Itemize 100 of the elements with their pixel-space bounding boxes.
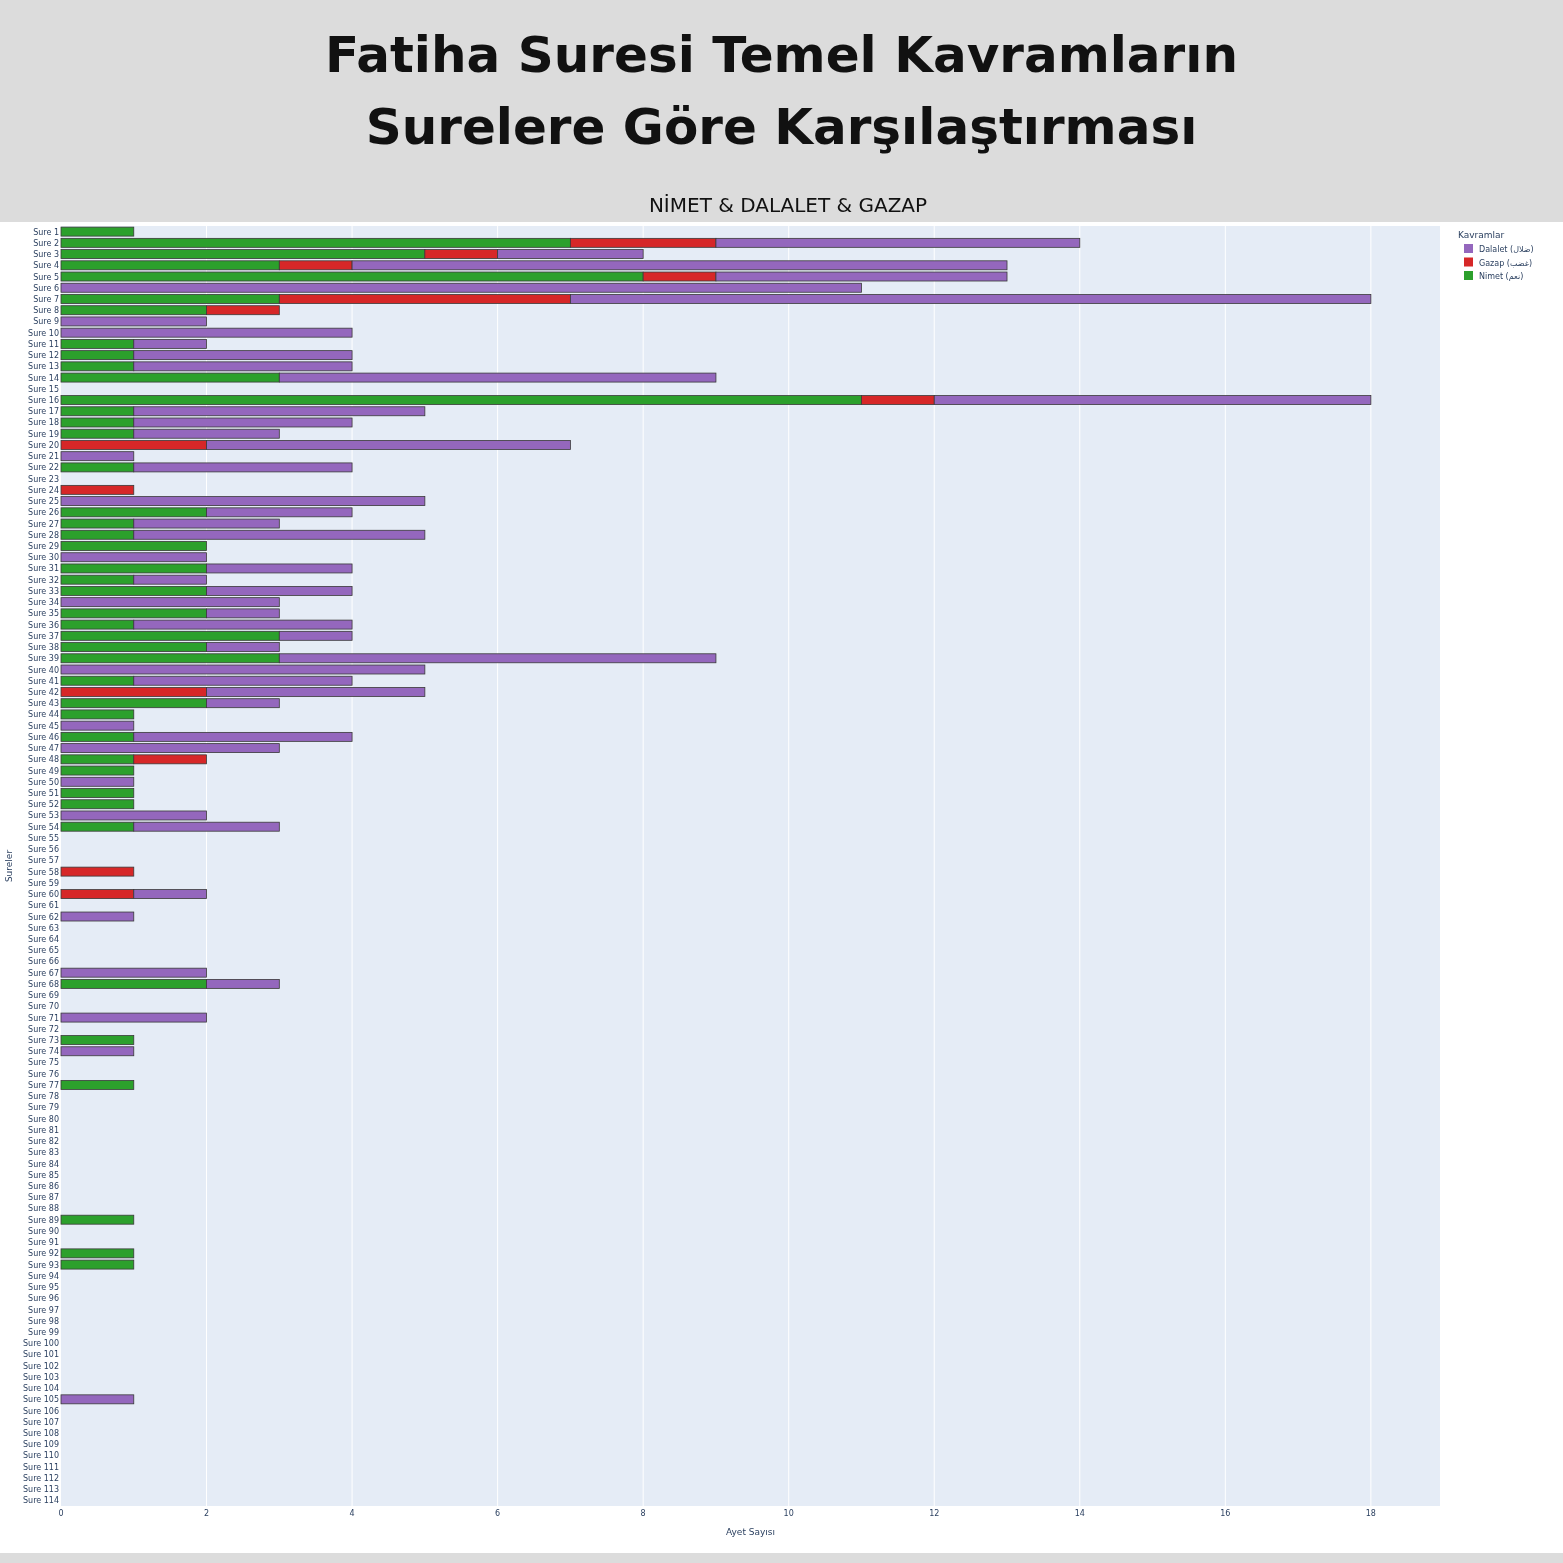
bar [206,698,280,709]
x-tick-label: 0 [58,1509,64,1518]
bar [60,574,135,585]
y-tick-label: Sure 39 [28,654,59,664]
y-tick-label: Sure 24 [28,485,59,495]
y-tick-label: Sure 99 [28,1327,59,1337]
y-tick-label: Sure 29 [28,542,59,551]
x-tick-label: 10 [783,1509,794,1518]
y-tick-label: Sure 21 [28,452,59,462]
y-tick-label: Sure 95 [28,1283,59,1293]
y-tick-label: Sure 35 [28,609,59,619]
bar [60,529,135,540]
bar [60,395,862,405]
x-tick-label: 18 [1365,1509,1376,1518]
bar [60,1035,135,1045]
y-tick-label: Sure 108 [23,1429,59,1439]
bar [60,552,207,563]
y-tick-label: Sure 5 [33,272,59,282]
bar [60,911,135,922]
y-tick-label: Sure 59 [28,878,59,888]
y-tick-label: Sure 86 [28,1182,59,1191]
y-tick-label: Sure 42 [28,687,59,697]
bar [60,518,135,529]
bar [60,608,207,619]
x-tick-label: 2 [203,1509,210,1518]
y-tick-label: Sure 72 [28,1024,59,1034]
y-tick-label: Sure 109 [23,1440,59,1450]
y-tick-label: Sure 54 [28,822,59,832]
bar [133,889,207,899]
bar [133,339,207,349]
y-tick-label: Sure 75 [28,1058,59,1068]
bar [133,821,280,832]
bar [206,979,280,989]
bar [60,372,280,383]
bar [206,305,280,316]
bar [278,260,353,271]
y-tick-label: Sure 78 [28,1092,59,1102]
bar [60,350,135,361]
y-tick-label: Sure 83 [28,1148,59,1158]
bar [715,237,1081,248]
bar [60,597,280,608]
y-tick-label: Sure 94 [28,1271,59,1281]
y-tick-label: Sure 48 [28,755,59,765]
chart-subtitle: NİMET & DALALET & GAZAP [648,193,928,217]
y-tick-label: Sure 107 [23,1417,59,1427]
bar [60,586,207,596]
y-tick-label: Sure 82 [28,1137,59,1147]
bar [60,810,207,821]
bar [278,630,353,641]
y-tick-label: Sure 90 [28,1226,59,1236]
y-tick-label: Sure 52 [28,800,59,810]
bar [60,496,426,506]
y-tick-label: Sure 113 [23,1485,59,1495]
bar [60,541,207,551]
y-tick-label: Sure 73 [28,1036,59,1046]
y-tick-label: Sure 92 [28,1249,59,1259]
y-tick-label: Sure 11 [28,339,59,349]
y-tick-label: Sure 4 [33,261,59,271]
y-tick-label: Sure 47 [28,744,59,754]
y-tick-label: Sure 77 [28,1080,59,1090]
y-tick-label: Sure 53 [28,811,59,821]
y-tick-label: Sure 34 [28,598,59,608]
y-tick-label: Sure 41 [28,676,59,686]
y-tick-label: Sure 88 [28,1204,59,1214]
y-tick-label: Sure 61 [28,901,59,911]
bar [133,462,353,473]
bar [60,709,135,720]
x-tick-label: 8 [640,1509,646,1518]
bar [133,675,353,686]
bar [60,226,135,237]
bar [206,687,426,697]
y-tick-label: Sure 46 [28,732,59,742]
legend-label: Gazap (غضب) [1479,258,1533,268]
bar [60,451,135,462]
bar [60,282,862,293]
y-tick-label: Sure 45 [28,721,59,731]
bar [60,1012,207,1023]
y-tick-label: Sure 67 [28,968,59,978]
bar [60,1080,135,1090]
bar [60,462,135,473]
y-tick-label: Sure 33 [28,586,59,596]
y-tick-label: Sure 89 [28,1215,59,1225]
y-tick-label: Sure 10 [28,328,59,338]
y-tick-label: Sure 93 [28,1260,59,1270]
y-tick-label: Sure 50 [28,777,59,787]
bar [60,788,135,798]
bar [60,294,280,304]
y-tick-label: Sure 112 [23,1473,59,1483]
y-tick-label: Sure 44 [28,710,59,720]
y-tick-label: Sure 97 [28,1305,59,1315]
y-tick-label: Sure 101 [23,1350,59,1360]
y-tick-label: Sure 71 [28,1013,59,1023]
bar [60,507,207,518]
bar [60,1046,135,1057]
y-tick-label: Sure 87 [28,1193,59,1203]
bar [133,529,426,540]
y-tick-label: Sure 26 [28,508,59,518]
y-tick-label: Sure 3 [33,250,59,260]
y-tick-label: Sure 111 [23,1462,59,1472]
bar [60,417,135,428]
